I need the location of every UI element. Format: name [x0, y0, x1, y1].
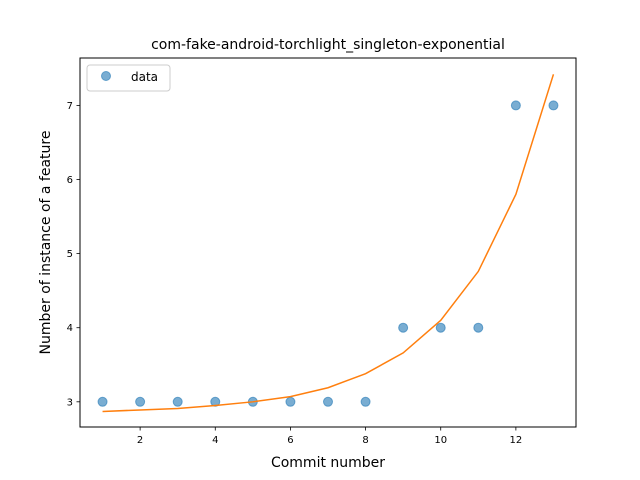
- data-point: [285, 396, 296, 407]
- y-tick-label: 7: [67, 101, 73, 112]
- data-point: [548, 100, 559, 111]
- y-tick-label: 6: [67, 175, 73, 186]
- data-point: [398, 322, 409, 333]
- data-point: [172, 396, 183, 407]
- y-axis: 3 4 5 6 7: [67, 101, 80, 408]
- x-axis: 2 4 6 8 10 12: [137, 427, 522, 446]
- x-tick-label: 2: [137, 435, 143, 446]
- y-tick-label: 5: [67, 249, 73, 260]
- legend: data: [86, 64, 171, 92]
- data-point: [210, 396, 221, 407]
- x-tick-label: 10: [434, 435, 447, 446]
- y-tick-label: 4: [67, 323, 73, 334]
- data-point: [97, 396, 108, 407]
- data-point: [323, 396, 333, 407]
- axes-frame: [79, 57, 577, 428]
- x-tick-label: 4: [212, 435, 218, 446]
- y-axis-label: Number of instance of a feature: [38, 131, 54, 355]
- x-tick-label: 12: [510, 435, 523, 446]
- data-point: [360, 396, 371, 407]
- legend-marker-data: [101, 71, 111, 81]
- plot-area: [97, 74, 559, 413]
- data-point: [473, 322, 484, 333]
- data-point: [135, 396, 146, 407]
- data-point: [435, 322, 446, 333]
- x-tick-label: 6: [287, 435, 293, 446]
- y-tick-label: 3: [67, 397, 73, 408]
- fit-line: [102, 74, 555, 413]
- x-tick-label: 8: [362, 435, 368, 446]
- data-point: [510, 100, 521, 111]
- x-axis-label: Commit number: [271, 455, 385, 471]
- chart-title: com-fake-android-torchlight_singleton-ex…: [151, 37, 505, 53]
- legend-label-data: data: [131, 70, 158, 84]
